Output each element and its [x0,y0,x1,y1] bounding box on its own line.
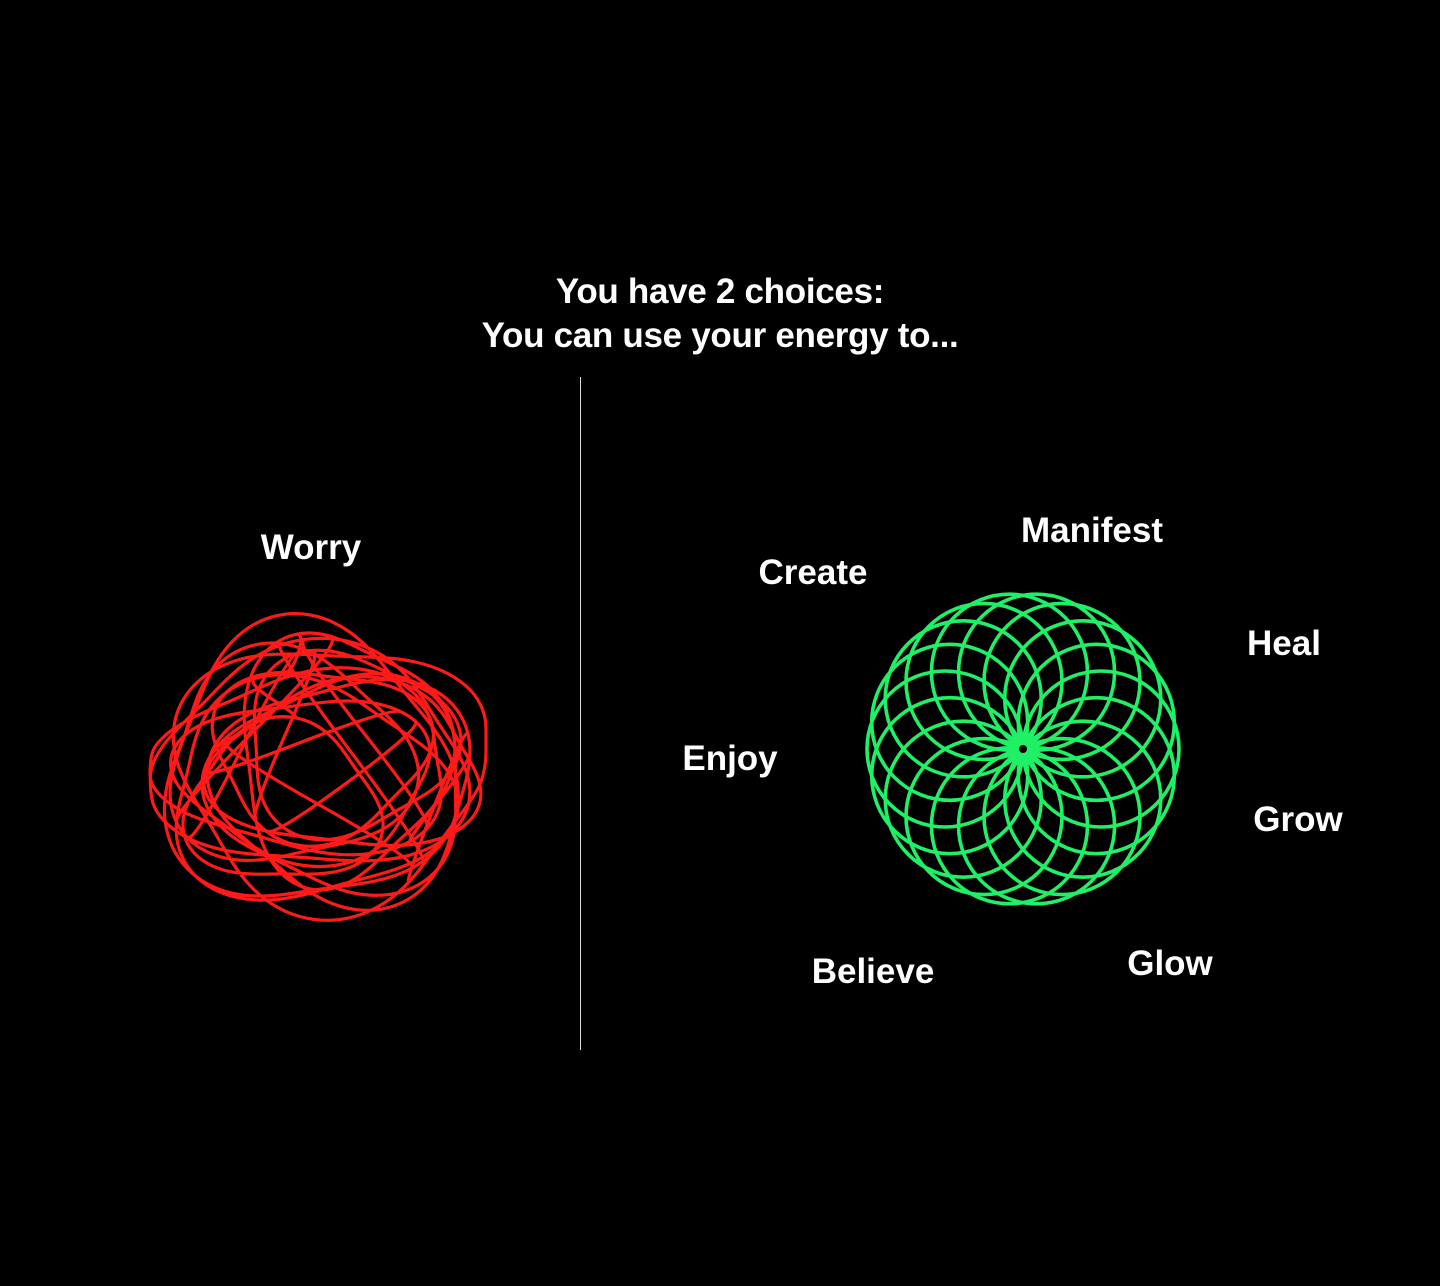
flower-ring [1002,619,1163,779]
headline-line-2: You can use your energy to... [481,316,959,355]
headline-line-1: You have 2 choices: [555,272,885,311]
spirograph-flower-icon [865,592,1181,906]
flower-center-dot [1019,745,1027,753]
worry-label: Worry [260,528,362,567]
word-heal: Heal [1247,624,1321,663]
word-grow: Grow [1253,800,1343,839]
flower-ring [869,642,1030,803]
word-create: Create [758,553,868,592]
flower-ring [982,601,1142,762]
flower-ring [904,601,1064,762]
word-manifest: Manifest [1021,511,1163,550]
flower-ring [956,592,1117,752]
word-glow: Glow [1127,944,1213,983]
word-believe: Believe [811,952,935,991]
flower-ring [883,619,1044,779]
flower-ring [1016,642,1177,803]
tangled-scribble-icon [148,611,488,922]
headline: You have 2 choices: You can use your ene… [0,270,1440,358]
flower-ring [929,592,1090,752]
center-divider [580,377,581,1050]
word-enjoy: Enjoy [682,739,778,778]
